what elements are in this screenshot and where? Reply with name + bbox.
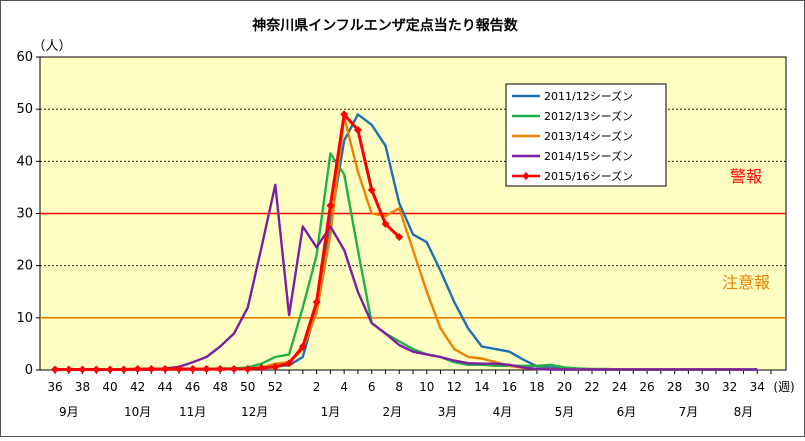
x-tick-label: 40 <box>102 380 117 394</box>
x-tick-label: 36 <box>47 380 62 394</box>
month-label: 10月 <box>124 405 151 419</box>
x-tick-label: 10 <box>419 380 434 394</box>
x-tick-label: 42 <box>130 380 145 394</box>
y-tick-label: 0 <box>25 363 33 378</box>
data-point <box>106 365 115 374</box>
x-tick-label: 48 <box>213 380 228 394</box>
data-point <box>202 364 211 373</box>
x-tick-label: 18 <box>529 380 544 394</box>
x-axis-ticks: 36 38 40 42 44 46 48 50 52 2 4 6 8 10 12 14 16 18 20 22 24 26… <box>47 370 772 394</box>
data-point <box>174 364 183 373</box>
month-label: 6月 <box>617 405 637 419</box>
chart-title: 神奈川県インフルエンザ定点当たり報告数 <box>252 17 519 34</box>
month-label: 2月 <box>383 405 403 419</box>
x-tick-label: 32 <box>722 380 737 394</box>
y-tick-label: 40 <box>16 154 33 169</box>
data-point <box>216 364 225 373</box>
data-point <box>312 298 321 307</box>
legend-label: 2012/13シーズン <box>544 109 633 123</box>
x-tick-label: 2 <box>313 380 321 394</box>
y-tick-label: 20 <box>16 259 33 274</box>
month-label: 5月 <box>555 405 575 419</box>
x-tick-label: 46 <box>185 380 200 394</box>
legend-label: 2015/16シーズン <box>544 169 633 183</box>
data-point <box>326 201 335 210</box>
x-tick-label: 26 <box>639 380 654 394</box>
data-point <box>271 362 280 371</box>
data-point <box>51 365 59 374</box>
legend-label: 2011/12シーズン <box>544 89 633 103</box>
threshold-label: 注意報 <box>722 273 770 292</box>
x-tick-label: 16 <box>502 380 517 394</box>
x-tick-label: 14 <box>474 380 489 394</box>
data-point <box>230 364 238 373</box>
month-labels: 9月 10月 11月 12月 1月 2月 3月 4月 5月 6月 7月 8月 <box>59 405 753 419</box>
x-tick-label: 50 <box>240 380 255 394</box>
x-tick-label: 30 <box>695 380 710 394</box>
data-point <box>64 365 73 374</box>
x-tick-label: 6 <box>368 380 376 394</box>
legend: 2011/12シーズン 2012/13シーズン 2013/14シーズン 2014/15… <box>505 83 667 187</box>
x-tick-label: 38 <box>75 380 90 394</box>
y-tick-label: 50 <box>16 102 33 117</box>
data-point <box>161 364 170 373</box>
data-point <box>147 364 156 373</box>
data-point <box>395 232 404 241</box>
y-axis-unit-label: （人） <box>32 39 71 54</box>
x-tick-label: 12 <box>447 380 462 394</box>
data-point <box>298 342 307 351</box>
month-label: 11月 <box>179 405 206 419</box>
month-label: 3月 <box>438 405 458 419</box>
data-point <box>257 363 266 372</box>
data-point <box>285 359 294 368</box>
series-lines <box>51 110 758 374</box>
y-tick-label: 10 <box>16 311 33 326</box>
data-point <box>381 219 390 228</box>
legend-label: 2014/15シーズン <box>544 149 633 163</box>
x-tick-label: 4 <box>340 380 348 394</box>
threshold-label: 警報 <box>730 167 762 186</box>
y-axis-ticks: 0 10 20 30 40 50 60 <box>16 50 40 378</box>
x-tick-label: 34 <box>750 380 765 394</box>
data-point <box>367 186 376 195</box>
y-tick-label: 30 <box>16 207 33 222</box>
x-axis-unit-label: (週) <box>773 380 794 394</box>
month-label: 12月 <box>241 405 268 419</box>
data-point <box>119 365 128 374</box>
month-label: 7月 <box>679 405 699 419</box>
x-tick-label: 20 <box>557 380 572 394</box>
x-tick-label: 8 <box>395 380 403 394</box>
data-point <box>92 365 101 374</box>
x-tick-label: 22 <box>584 380 599 394</box>
x-tick-label: 28 <box>667 380 682 394</box>
x-tick-label: 52 <box>268 380 283 394</box>
data-point <box>353 126 362 135</box>
legend-label: 2013/14シーズン <box>544 129 633 143</box>
x-tick-label: 24 <box>612 380 627 394</box>
month-label: 8月 <box>734 405 754 419</box>
data-point <box>133 364 142 373</box>
data-point <box>188 364 197 373</box>
month-label: 9月 <box>59 405 79 419</box>
data-point <box>78 365 87 374</box>
data-point <box>243 364 252 373</box>
y-tick-label: 60 <box>16 50 33 65</box>
month-label: 1月 <box>321 405 341 419</box>
legend-marker <box>522 172 530 180</box>
month-label: 4月 <box>493 405 513 419</box>
x-tick-label: 44 <box>158 380 173 394</box>
data-point <box>340 110 349 119</box>
